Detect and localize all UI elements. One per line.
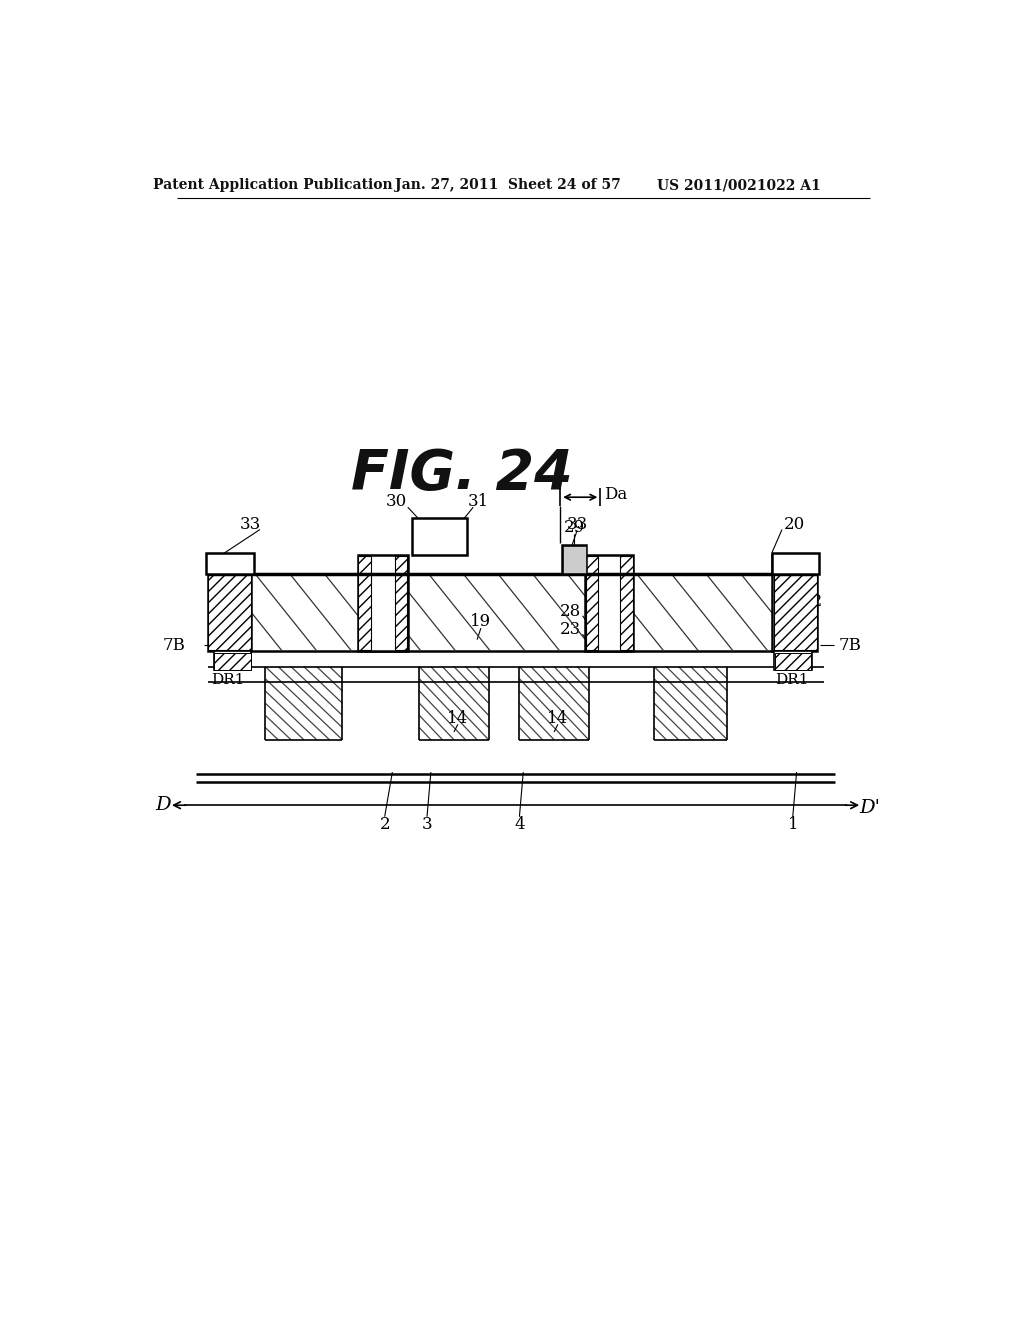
Text: 20: 20 <box>783 516 805 533</box>
Text: 19: 19 <box>470 614 492 631</box>
Bar <box>248 574 776 651</box>
Text: 33: 33 <box>240 516 260 533</box>
Text: 22: 22 <box>802 593 823 610</box>
Text: 33: 33 <box>566 516 588 533</box>
Bar <box>562 545 586 573</box>
Text: Jan. 27, 2011  Sheet 24 of 57: Jan. 27, 2011 Sheet 24 of 57 <box>395 178 621 193</box>
Bar <box>562 545 586 573</box>
Text: FIG. 24: FIG. 24 <box>351 447 572 502</box>
Text: 2: 2 <box>379 816 390 833</box>
Text: 23: 23 <box>373 622 394 638</box>
Text: 29: 29 <box>563 520 585 536</box>
Bar <box>772 553 819 574</box>
Text: Da: Da <box>604 486 628 503</box>
Text: US 2011/0021022 A1: US 2011/0021022 A1 <box>657 178 820 193</box>
Bar <box>585 554 634 651</box>
Text: DR1: DR1 <box>211 673 245 688</box>
Text: 28: 28 <box>560 603 581 619</box>
Bar <box>214 653 251 669</box>
Bar <box>412 517 467 554</box>
Text: 14: 14 <box>547 710 568 727</box>
Text: 7B: 7B <box>163 636 186 653</box>
Bar <box>214 651 252 671</box>
Bar <box>562 545 587 574</box>
Text: DR1: DR1 <box>775 673 809 688</box>
Bar <box>357 554 408 651</box>
Bar <box>206 553 254 574</box>
Text: D: D <box>155 796 171 814</box>
Bar <box>773 557 817 651</box>
Bar <box>358 556 371 651</box>
Text: 4: 4 <box>514 816 524 833</box>
Text: 14: 14 <box>447 710 468 727</box>
Text: D': D' <box>859 799 881 817</box>
Text: 31: 31 <box>468 492 489 510</box>
Bar <box>586 556 598 651</box>
Bar <box>775 653 811 669</box>
Text: 28: 28 <box>385 603 406 619</box>
Bar <box>772 554 817 651</box>
Text: 7B: 7B <box>839 636 862 653</box>
Text: 1: 1 <box>787 816 798 833</box>
Text: 22: 22 <box>230 593 252 610</box>
Bar <box>774 651 812 671</box>
Text: 30: 30 <box>386 492 407 510</box>
Text: 3: 3 <box>422 816 432 833</box>
Text: 23: 23 <box>560 622 581 638</box>
Text: Patent Application Publication: Patent Application Publication <box>154 178 393 193</box>
Bar <box>208 557 251 651</box>
Bar <box>394 556 407 651</box>
Bar <box>208 554 252 651</box>
Bar <box>621 556 633 651</box>
